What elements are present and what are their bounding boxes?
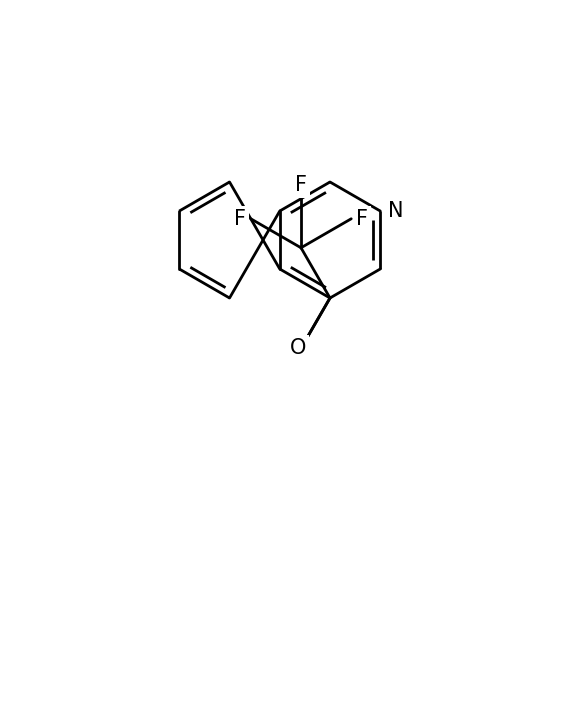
Text: F: F [234,209,246,229]
Text: N: N [388,201,404,221]
Text: O: O [290,339,306,358]
Text: F: F [295,175,307,195]
Text: F: F [356,209,368,229]
